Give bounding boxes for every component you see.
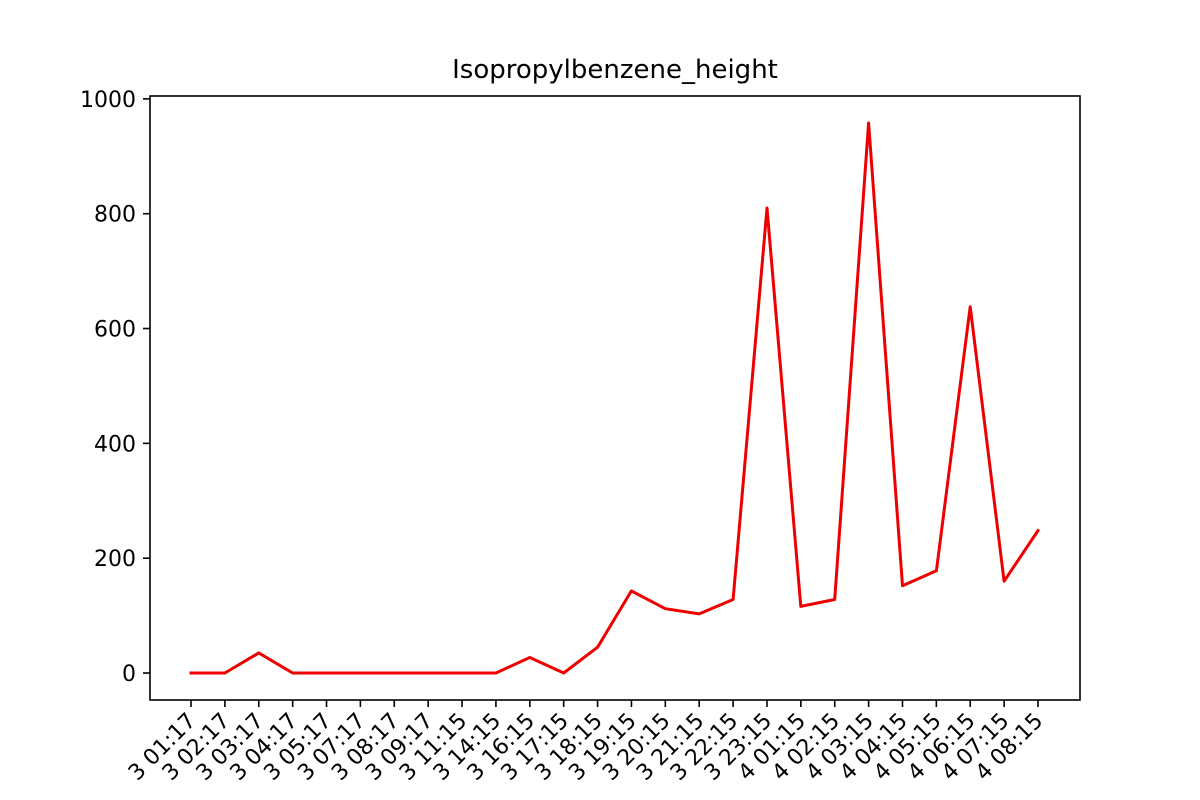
y-tick-label: 200 xyxy=(94,547,136,572)
data-point xyxy=(393,672,396,675)
y-tick-label: 800 xyxy=(94,203,136,228)
data-point xyxy=(969,305,972,308)
data-point xyxy=(765,206,768,209)
data-point xyxy=(359,672,362,675)
data-point xyxy=(1003,580,1006,583)
data-point xyxy=(732,598,735,601)
data-point xyxy=(664,607,667,610)
data-point xyxy=(596,646,599,649)
data-point xyxy=(427,672,430,675)
data-point xyxy=(190,672,193,675)
data-point xyxy=(935,569,938,572)
data-point xyxy=(494,672,497,675)
y-tick-label: 400 xyxy=(94,432,136,457)
data-point xyxy=(528,656,531,659)
series-layer xyxy=(189,121,1041,675)
data-point xyxy=(1037,529,1040,532)
data-point xyxy=(257,651,260,654)
data-point xyxy=(901,584,904,587)
data-point xyxy=(291,672,294,675)
data-point xyxy=(325,672,328,675)
series-line xyxy=(189,121,1041,675)
data-point xyxy=(698,612,701,615)
y-tick-label: 0 xyxy=(122,662,136,687)
chart-title: Isopropylbenzene_height xyxy=(452,55,778,85)
data-point xyxy=(867,121,870,124)
y-axis: 0 200 400 600 800 1000 xyxy=(80,88,150,687)
data-point xyxy=(630,589,633,592)
data-point xyxy=(833,598,836,601)
y-tick-label: 1000 xyxy=(80,88,136,113)
data-point xyxy=(799,605,802,608)
y-tick-label: 600 xyxy=(94,318,136,343)
data-point xyxy=(223,672,226,675)
plot-area-frame xyxy=(149,95,1081,701)
data-point xyxy=(562,672,565,675)
data-point xyxy=(461,672,464,675)
